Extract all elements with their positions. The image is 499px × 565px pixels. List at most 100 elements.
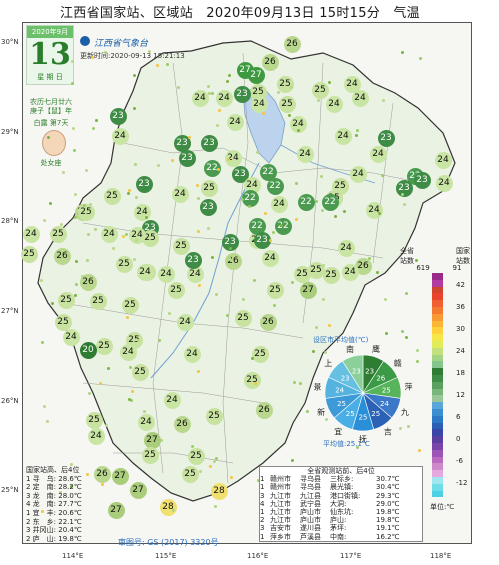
table-cell: 30.7℃ [376, 475, 400, 484]
regional-station-dot [252, 279, 256, 282]
lat-label: 28°N [1, 217, 19, 225]
station-marker: 23 [377, 129, 395, 147]
station-marker: 24 [87, 427, 105, 445]
regional-station-dot [254, 381, 258, 385]
station-marker: 24 [136, 263, 154, 281]
calendar-widget: 2020年9月 13 星 期 日 [26, 25, 74, 85]
regional-station-dot [355, 133, 359, 137]
table-cell: 茅坪: [330, 524, 347, 533]
ranking-row: 2 庐 山: 19.8℃ [26, 534, 82, 543]
regional-station-dot [147, 50, 151, 53]
station-marker: 24 [128, 226, 146, 244]
regional-station-dot [132, 73, 136, 77]
pie-city-label: 九 [401, 408, 409, 417]
regional-station-dot [196, 196, 200, 200]
regional-station-dot [384, 331, 388, 335]
map-title: 江西省国家站、区域站 2020年09月13日 15时15分 气温 [60, 6, 420, 21]
regional-station-dot [61, 170, 65, 174]
regional-station-dot [320, 175, 324, 179]
regional-station-dot [91, 127, 95, 131]
station-marker: 25 [200, 179, 218, 197]
station-marker: 22 [321, 193, 339, 211]
station-marker: 20 [79, 341, 97, 359]
table-title: 全省观测站前、后4位 [307, 467, 375, 475]
legend-color-swatch [432, 490, 443, 498]
station-marker: 24 [369, 145, 387, 163]
regional-station-dot [157, 164, 161, 168]
regional-station-dot [129, 399, 133, 403]
regional-station-dot [228, 256, 232, 260]
station-marker: 23 [413, 171, 431, 189]
station-marker: 25 [181, 465, 199, 483]
pie-city-label: 景 [313, 382, 321, 391]
pie-value-label: 23 [341, 375, 350, 383]
legend-head-right: 国家 站数 [456, 247, 470, 265]
station-marker: 26 [354, 257, 372, 275]
regional-station-dot [126, 315, 130, 319]
station-marker: 24 [22, 225, 40, 243]
regional-station-dot [225, 80, 229, 84]
station-marker: 27 [143, 431, 161, 449]
regional-station-dot [214, 504, 218, 508]
lat-label: 30°N [1, 38, 19, 46]
regional-station-dot [73, 215, 77, 219]
regional-station-dot [111, 247, 115, 251]
regional-station-dot [71, 59, 75, 63]
meteorology-logo-icon [80, 36, 90, 46]
legend-color-swatch [432, 293, 443, 301]
regional-station-dot [256, 479, 260, 483]
regional-station-dot [380, 174, 384, 178]
regional-station-dot [85, 472, 89, 476]
legend-color-swatch [432, 306, 443, 314]
station-marker: 23 [253, 231, 271, 249]
regional-station-dot [306, 409, 310, 413]
station-marker: 25 [251, 345, 269, 363]
table-cell: 遂川县 [300, 524, 321, 533]
regional-station-dot [197, 283, 201, 287]
table-cell: 1 [260, 508, 265, 517]
station-marker: 25 [20, 245, 38, 263]
station-marker: 25 [115, 255, 133, 273]
pie-value-label: 25 [337, 400, 346, 408]
legend-tick-label: -12 [456, 479, 468, 487]
regional-station-dot [70, 485, 74, 489]
province-ranking-table: 全省观测站前、后4位 1 赣州市 寻乌县 三标乡: 30.7℃ 1 赣州市 寻乌县 晨光镇: 30… [259, 466, 423, 542]
regional-station-dot [247, 205, 251, 209]
station-marker: 24 [365, 201, 383, 219]
legend-color-swatch [432, 347, 443, 355]
regional-station-dot [229, 476, 233, 479]
table-cell: 九江市 [270, 491, 291, 500]
station-marker: 24 [215, 89, 233, 107]
legend-tick-label: 30 [456, 325, 465, 333]
station-marker: 26 [259, 313, 277, 331]
pie-average: 平均值:25.1℃ [323, 440, 370, 448]
station-marker: 24 [133, 203, 151, 221]
station-marker: 22 [297, 193, 315, 211]
station-marker: 24 [261, 249, 279, 267]
pie-city-label: 吉 [384, 428, 392, 437]
regional-station-dot [85, 169, 89, 173]
lon-label: 118°E [430, 552, 452, 560]
table-cell: 16.2℃ [376, 532, 400, 541]
regional-station-dot [121, 234, 125, 238]
pie-value-label: 25 [371, 410, 380, 418]
pie-city-label: 抚 [359, 434, 367, 444]
regional-station-dot [142, 410, 146, 414]
zodiac: 处女座 [40, 159, 62, 167]
station-marker: 23 [184, 251, 202, 269]
regional-station-dot [368, 257, 372, 261]
regional-station-dot [133, 107, 137, 111]
station-marker: 25 [54, 313, 72, 331]
regional-station-dot [104, 424, 108, 428]
regional-station-dot [165, 62, 169, 66]
regional-station-dot [106, 366, 110, 370]
pie-city-label: 南 [346, 345, 354, 354]
station-marker: 25 [103, 187, 121, 205]
regional-station-dot [129, 365, 133, 369]
table-cell: 庐山: [330, 516, 347, 525]
legend-color-swatch [432, 381, 443, 389]
regional-station-dot [328, 323, 332, 327]
station-marker: 22 [259, 163, 277, 181]
lunar-year: 庚子【鼠】年 [30, 107, 72, 115]
pie-city-label: 上 [324, 359, 332, 368]
